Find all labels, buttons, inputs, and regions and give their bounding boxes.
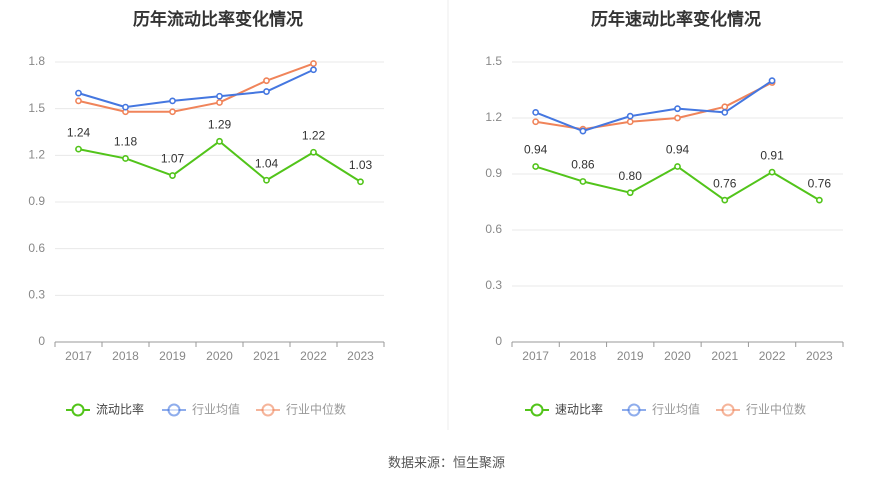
x-tick-label: 2020 <box>664 349 691 363</box>
series-line-1 <box>78 68 314 109</box>
data-point <box>216 99 223 106</box>
x-tick-label: 2022 <box>759 349 786 363</box>
data-label: 0.94 <box>524 143 548 157</box>
x-tick-label: 2022 <box>300 349 327 363</box>
x-tick-label: 2018 <box>570 349 597 363</box>
legend-label: 行业均值 <box>192 402 240 417</box>
data-point <box>216 137 223 145</box>
data-point <box>169 108 176 116</box>
data-label: 1.24 <box>67 125 91 139</box>
x-tick-label: 2023 <box>806 349 833 363</box>
data-point <box>674 114 681 122</box>
y-tick-label: 1.5 <box>485 54 502 68</box>
data-point <box>357 178 364 186</box>
data-label: 0.76 <box>713 176 737 190</box>
data-point <box>122 103 129 111</box>
data-point <box>721 109 729 116</box>
legend-swatch-marker <box>721 403 735 417</box>
data-point <box>579 178 587 185</box>
legend-swatch-marker <box>530 403 544 417</box>
x-tick-label: 2023 <box>347 349 374 363</box>
data-label: 0.86 <box>571 158 595 172</box>
data-point <box>674 105 681 113</box>
x-tick-label: 2020 <box>206 349 233 363</box>
y-tick-label: 0.6 <box>485 222 502 236</box>
y-tick-label: 0.9 <box>28 194 45 208</box>
series-line-2 <box>535 81 773 131</box>
data-point <box>263 176 270 184</box>
data-point <box>216 92 223 100</box>
data-label: 1.04 <box>255 156 279 170</box>
data-label: 1.07 <box>161 152 185 166</box>
x-tick-label: 2017 <box>65 349 92 363</box>
x-tick-label: 2019 <box>159 349 186 363</box>
data-point <box>768 168 776 176</box>
data-point <box>75 145 82 153</box>
y-tick-label: 1.2 <box>485 110 502 124</box>
data-point <box>815 196 823 204</box>
data-point <box>626 112 634 120</box>
data-point <box>532 109 540 116</box>
series-line-2 <box>78 62 314 113</box>
data-label: 1.18 <box>114 135 138 149</box>
y-tick-label: 1.8 <box>28 54 45 68</box>
data-label: 1.22 <box>302 128 326 142</box>
y-tick-label: 1.5 <box>28 101 45 115</box>
x-tick-label: 2021 <box>711 349 738 363</box>
data-point <box>579 127 587 135</box>
y-tick-label: 1.2 <box>28 148 45 162</box>
legend-swatch-marker <box>627 403 641 417</box>
data-label: 0.76 <box>808 176 832 190</box>
x-tick-label: 2019 <box>617 349 644 363</box>
legend-swatch-marker <box>71 403 85 417</box>
data-point <box>310 60 317 67</box>
data-label: 0.94 <box>666 143 690 157</box>
y-tick-label: 0.3 <box>28 288 45 302</box>
data-point <box>532 118 540 126</box>
x-tick-label: 2018 <box>112 349 139 363</box>
data-source-note: 数据来源：恒生聚源 <box>387 456 505 471</box>
data-point <box>721 103 729 111</box>
data-point <box>626 189 634 197</box>
x-tick-label: 2021 <box>253 349 280 363</box>
y-tick-label: 0 <box>38 334 45 348</box>
legend-label: 行业中位数 <box>286 402 346 417</box>
legend-swatch-marker <box>167 403 181 417</box>
data-point <box>169 97 176 105</box>
y-tick-label: 0.3 <box>485 278 502 292</box>
x-tick-label: 2017 <box>522 349 549 363</box>
legend-label: 流动比率 <box>96 402 144 417</box>
data-point <box>721 196 729 204</box>
legend-swatch-marker <box>261 403 275 417</box>
data-point <box>532 163 540 170</box>
y-tick-label: 0.6 <box>28 241 45 255</box>
data-point <box>626 118 634 126</box>
data-point <box>768 77 776 85</box>
chart-title: 历年速动比率变化情况 <box>591 9 761 30</box>
data-label: 1.03 <box>349 158 373 172</box>
legend-label: 行业均值 <box>652 402 700 417</box>
series-line-1 <box>535 79 773 133</box>
data-label: 0.80 <box>619 169 643 183</box>
y-tick-label: 0 <box>495 334 502 348</box>
data-point <box>263 77 270 85</box>
data-label: 0.91 <box>760 148 784 162</box>
data-point <box>75 89 82 97</box>
chart-title: 历年流动比率变化情况 <box>133 9 303 30</box>
data-point <box>122 155 129 162</box>
data-point <box>75 97 82 105</box>
data-point <box>310 148 317 156</box>
data-point <box>263 88 270 95</box>
data-label: 1.29 <box>208 118 232 132</box>
legend-label: 行业中位数 <box>746 402 806 417</box>
data-point <box>674 163 681 170</box>
y-tick-label: 0.9 <box>485 166 502 180</box>
legend-label: 速动比率 <box>555 402 603 417</box>
data-point <box>169 172 176 179</box>
data-point <box>310 66 317 74</box>
